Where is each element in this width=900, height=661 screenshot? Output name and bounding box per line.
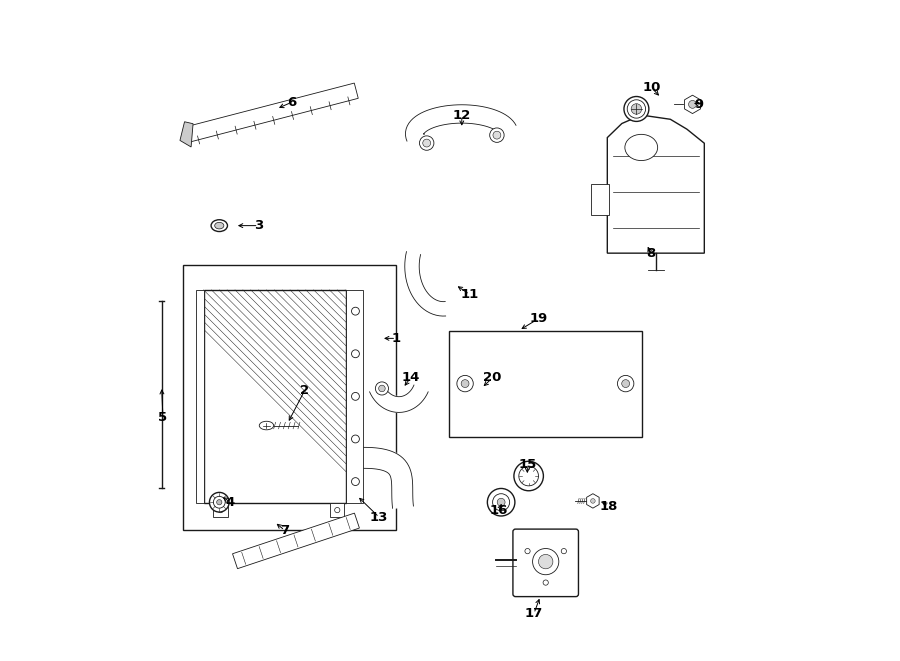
Ellipse shape — [525, 549, 530, 554]
Ellipse shape — [259, 421, 274, 430]
Text: 14: 14 — [401, 371, 420, 384]
Ellipse shape — [461, 379, 469, 387]
Ellipse shape — [352, 435, 359, 443]
Ellipse shape — [493, 132, 500, 139]
Ellipse shape — [490, 128, 504, 142]
Ellipse shape — [562, 549, 566, 554]
Text: 7: 7 — [280, 524, 290, 537]
Polygon shape — [608, 115, 705, 253]
Text: 16: 16 — [490, 504, 508, 518]
Ellipse shape — [488, 488, 515, 516]
Ellipse shape — [212, 219, 228, 231]
Ellipse shape — [514, 461, 544, 490]
Text: 4: 4 — [226, 496, 235, 509]
Ellipse shape — [627, 100, 645, 118]
Ellipse shape — [352, 393, 359, 401]
Polygon shape — [587, 494, 599, 508]
Polygon shape — [406, 104, 516, 141]
Bar — [449, 330, 642, 437]
Text: 6: 6 — [287, 96, 296, 109]
Ellipse shape — [352, 307, 359, 315]
Ellipse shape — [625, 134, 658, 161]
Text: 18: 18 — [599, 500, 617, 513]
Ellipse shape — [492, 494, 509, 511]
Text: 9: 9 — [695, 98, 704, 111]
Text: 3: 3 — [254, 219, 263, 232]
Ellipse shape — [518, 466, 538, 486]
Ellipse shape — [543, 580, 548, 585]
Bar — [195, 290, 203, 503]
Ellipse shape — [215, 222, 224, 229]
Ellipse shape — [688, 100, 697, 108]
Polygon shape — [232, 513, 359, 568]
Ellipse shape — [497, 498, 505, 506]
Ellipse shape — [533, 549, 559, 574]
Ellipse shape — [213, 496, 225, 508]
Ellipse shape — [352, 478, 359, 486]
Ellipse shape — [423, 139, 430, 147]
FancyBboxPatch shape — [513, 529, 579, 597]
Polygon shape — [405, 252, 446, 316]
Polygon shape — [349, 447, 413, 508]
Text: 13: 13 — [370, 511, 389, 524]
Text: 17: 17 — [525, 607, 543, 620]
Bar — [203, 290, 346, 503]
Polygon shape — [180, 122, 194, 147]
Bar — [346, 290, 363, 503]
Text: 20: 20 — [483, 371, 502, 384]
Ellipse shape — [217, 500, 222, 505]
Ellipse shape — [624, 97, 649, 122]
Ellipse shape — [335, 508, 340, 513]
Ellipse shape — [617, 375, 634, 392]
Ellipse shape — [622, 379, 630, 387]
Bar — [330, 503, 345, 518]
Text: 1: 1 — [392, 332, 400, 345]
Text: 8: 8 — [646, 247, 655, 260]
Text: 12: 12 — [453, 109, 471, 122]
Bar — [183, 265, 396, 530]
Text: 15: 15 — [518, 458, 536, 471]
Ellipse shape — [375, 382, 389, 395]
Ellipse shape — [590, 498, 595, 503]
Ellipse shape — [218, 508, 223, 513]
Ellipse shape — [538, 555, 553, 569]
Ellipse shape — [352, 350, 359, 358]
Text: 5: 5 — [158, 410, 167, 424]
Polygon shape — [685, 95, 700, 114]
Ellipse shape — [379, 385, 385, 392]
Polygon shape — [370, 385, 428, 412]
Polygon shape — [185, 83, 358, 142]
Polygon shape — [464, 371, 626, 390]
Text: 11: 11 — [461, 288, 479, 301]
Ellipse shape — [419, 136, 434, 150]
Ellipse shape — [631, 104, 642, 114]
Text: 10: 10 — [643, 81, 662, 95]
Bar — [213, 503, 228, 518]
Text: 2: 2 — [300, 384, 309, 397]
Bar — [591, 184, 609, 215]
Ellipse shape — [210, 492, 230, 512]
Text: 19: 19 — [529, 312, 547, 325]
Ellipse shape — [457, 375, 473, 392]
